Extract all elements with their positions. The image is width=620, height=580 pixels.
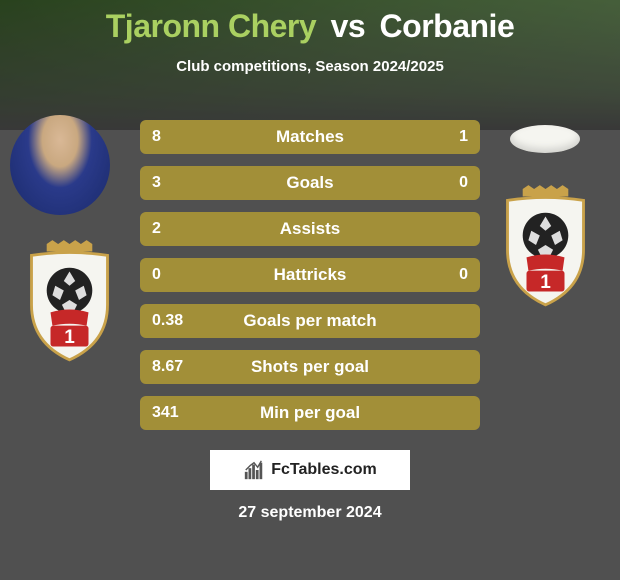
- stat-left-value: 8: [152, 128, 161, 146]
- stat-label: Hattricks: [140, 265, 480, 285]
- club-badge-svg: 1: [22, 235, 117, 365]
- title-vs: vs: [331, 8, 366, 44]
- stat-left-value: 8.67: [152, 358, 183, 376]
- title-player1: Tjaronn Chery: [106, 8, 316, 44]
- fctables-label: FcTables.com: [271, 461, 377, 479]
- stat-row: 8.67 Shots per goal: [140, 350, 480, 384]
- player2-club-badge: 1: [498, 180, 593, 310]
- stat-left-value: 341: [152, 404, 179, 422]
- stat-label: Matches: [140, 127, 480, 147]
- title-player2: Corbanie: [380, 8, 515, 44]
- stat-row: 0 Hattricks 0: [140, 258, 480, 292]
- player1-club-badge: 1: [22, 235, 117, 365]
- stat-row: 2 Assists: [140, 212, 480, 246]
- stat-row: 341 Min per goal: [140, 396, 480, 430]
- stat-left-value: 0: [152, 266, 161, 284]
- player1-avatar: [10, 115, 110, 215]
- stat-label: Shots per goal: [140, 357, 480, 377]
- generation-date: 27 september 2024: [0, 504, 620, 522]
- club-badge-svg: 1: [498, 180, 593, 310]
- stat-row: 3 Goals 0: [140, 166, 480, 200]
- stat-left-value: 3: [152, 174, 161, 192]
- comparison-title: Tjaronn Chery vs Corbanie: [0, 8, 620, 45]
- svg-text:1: 1: [540, 272, 551, 293]
- stats-table: 8 Matches 1 3 Goals 0 2 Assists 0 Hattri…: [140, 120, 480, 442]
- stat-label: Assists: [140, 219, 480, 239]
- stat-right-value: 0: [459, 266, 468, 284]
- stat-right-value: 0: [459, 174, 468, 192]
- stat-label: Min per goal: [140, 403, 480, 423]
- fctables-link[interactable]: FcTables.com: [210, 450, 410, 490]
- fctables-logo-icon: [243, 459, 265, 481]
- stat-left-value: 0.38: [152, 312, 183, 330]
- stat-row: 8 Matches 1: [140, 120, 480, 154]
- stat-row: 0.38 Goals per match: [140, 304, 480, 338]
- svg-text:1: 1: [64, 327, 75, 348]
- stat-label: Goals: [140, 173, 480, 193]
- stat-right-value: 1: [459, 128, 468, 146]
- subtitle: Club competitions, Season 2024/2025: [0, 58, 620, 75]
- stat-left-value: 2: [152, 220, 161, 238]
- player2-avatar-placeholder: [510, 125, 580, 153]
- stat-label: Goals per match: [140, 311, 480, 331]
